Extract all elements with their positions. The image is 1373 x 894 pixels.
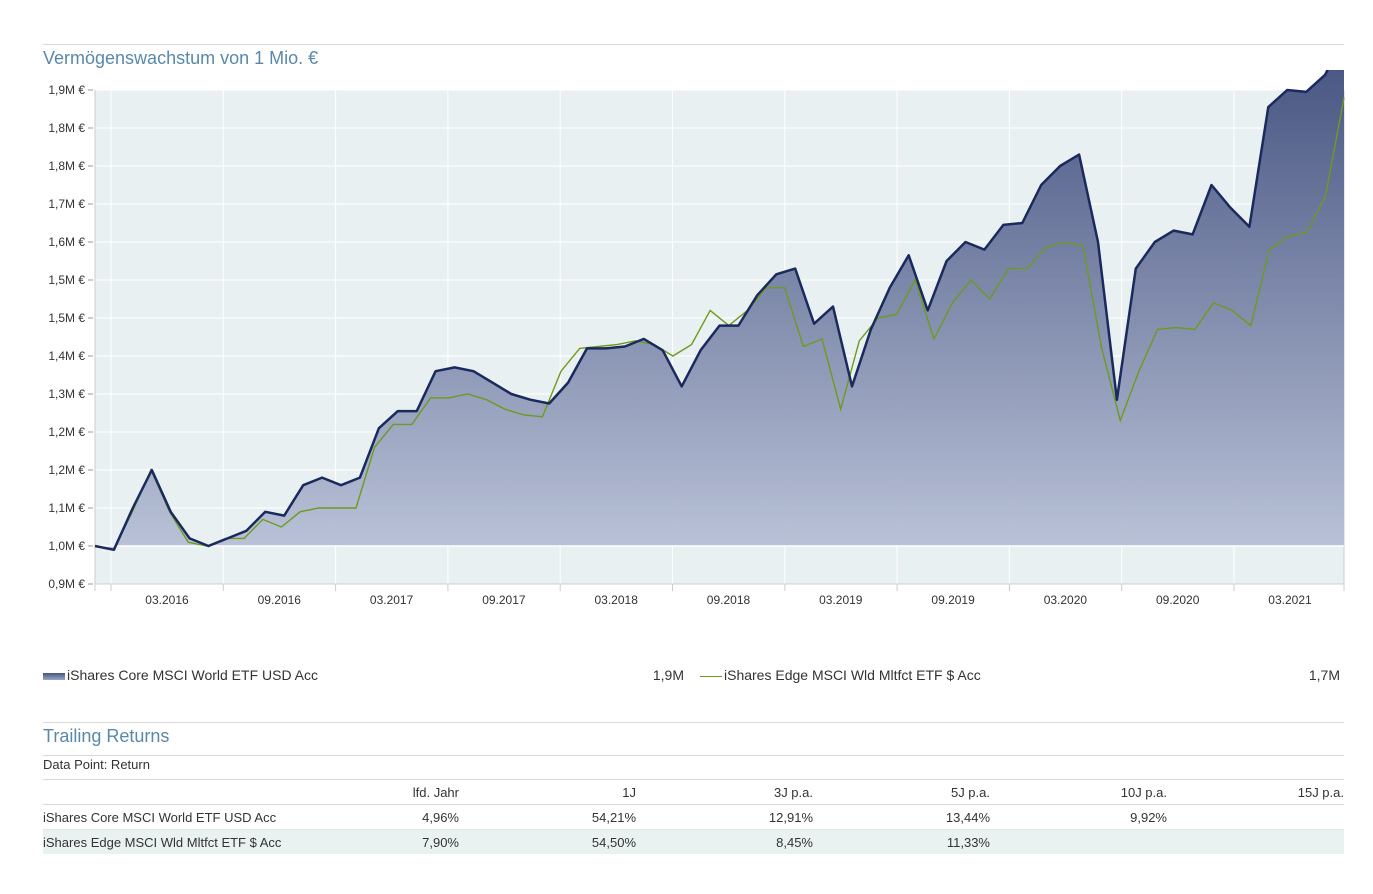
row-name: iShares Core MSCI World ETF USD Acc (43, 804, 283, 830)
x-tick-label: 03.2017 (370, 593, 414, 607)
legend-series-1-value: 1,9M (652, 667, 684, 683)
area-swatch-icon (43, 672, 65, 680)
returns-title-divider (43, 755, 1344, 756)
cell-15y (1167, 804, 1344, 830)
trailing-returns-table: lfd. Jahr 1J 3J p.a. 5J p.a. 10J p.a. 15… (43, 779, 1344, 854)
y-tick-label: 1,2M € (48, 425, 85, 439)
cell-10y: 9,92% (990, 804, 1167, 830)
y-tick-label: 1,6M € (48, 235, 85, 249)
cell-10y (990, 829, 1167, 854)
header-5y: 5J p.a. (813, 779, 990, 805)
y-tick-label: 1,5M € (48, 273, 85, 287)
legend-series-2: iShares Edge MSCI Wld Mltfct ETF $ Acc (700, 667, 981, 683)
x-tick-label: 09.2019 (931, 593, 975, 607)
y-tick-label: 1,7M € (48, 197, 85, 211)
y-tick-label: 1,0M € (48, 539, 85, 553)
row-name: iShares Edge MSCI Wld Mltfct ETF $ Acc (43, 829, 283, 854)
y-tick-label: 1,4M € (48, 349, 85, 363)
legend-series-1: iShares Core MSCI World ETF USD Acc (43, 667, 318, 683)
cell-1y: 54,50% (459, 829, 636, 854)
cell-ytd: 7,90% (283, 829, 459, 854)
table-header-row: lfd. Jahr 1J 3J p.a. 5J p.a. 10J p.a. 15… (43, 779, 1344, 805)
data-point-label: Data Point: Return (43, 757, 150, 772)
header-ytd: lfd. Jahr (283, 779, 459, 805)
cell-15y (1167, 829, 1344, 854)
line-swatch-icon (700, 675, 722, 677)
series-2-line (94, 97, 1345, 551)
header-1y: 1J (459, 779, 636, 805)
header-3y: 3J p.a. (636, 779, 813, 805)
x-tick-label: 03.2021 (1268, 593, 1312, 607)
x-tick-label: 03.2016 (145, 593, 189, 607)
returns-divider (43, 722, 1344, 723)
y-tick-label: 1,3M € (48, 387, 85, 401)
cell-1y: 54,21% (459, 804, 636, 830)
legend-series-1-label: iShares Core MSCI World ETF USD Acc (67, 667, 319, 683)
x-tick-label: 03.2020 (1044, 593, 1088, 607)
cell-5y: 13,44% (813, 804, 990, 830)
x-tick-label: 09.2017 (482, 593, 526, 607)
cell-5y: 11,33% (813, 829, 990, 854)
header-15y: 15J p.a. (1167, 779, 1344, 805)
x-tick-label: 09.2018 (707, 593, 751, 607)
chart-title: Vermögenswachstum von 1 Mio. € (43, 48, 319, 68)
x-tick-label: 09.2020 (1156, 593, 1200, 607)
x-tick-label: 09.2016 (258, 593, 302, 607)
y-tick-label: 0,9M € (48, 577, 85, 591)
y-tick-label: 1,5M € (48, 311, 85, 325)
x-tick-label: 03.2019 (819, 593, 863, 607)
legend-series-2-label: iShares Edge MSCI Wld Mltfct ETF $ Acc (724, 667, 981, 683)
table-row: iShares Core MSCI World ETF USD Acc 4,96… (43, 804, 1344, 830)
cell-3y: 8,45% (636, 829, 813, 854)
x-tick-label: 03.2018 (595, 593, 639, 607)
cell-3y: 12,91% (636, 804, 813, 830)
y-tick-label: 1,1M € (48, 501, 85, 515)
legend-series-2-value: 1,7M (1308, 667, 1340, 683)
wealth-growth-chart: 0,9M € 1,0M € 1,1M € 1,2M € 1,2M € 1,3M € 1,4M… (48, 70, 1345, 607)
series-1-line (94, 70, 1329, 552)
header-10y: 10J p.a. (990, 779, 1167, 805)
series-1-area (95, 70, 1344, 550)
trailing-returns-title: Trailing Returns (43, 726, 170, 746)
y-tick-label: 1,9M € (48, 83, 85, 97)
y-tick-label: 1,8M € (48, 121, 85, 135)
cell-ytd: 4,96% (283, 804, 459, 830)
top-divider (43, 44, 1344, 45)
y-tick-label: 1,2M € (48, 463, 85, 477)
table-row: iShares Edge MSCI Wld Mltfct ETF $ Acc 7… (43, 829, 1344, 854)
header-name (43, 779, 283, 805)
y-tick-label: 1,8M € (48, 159, 85, 173)
